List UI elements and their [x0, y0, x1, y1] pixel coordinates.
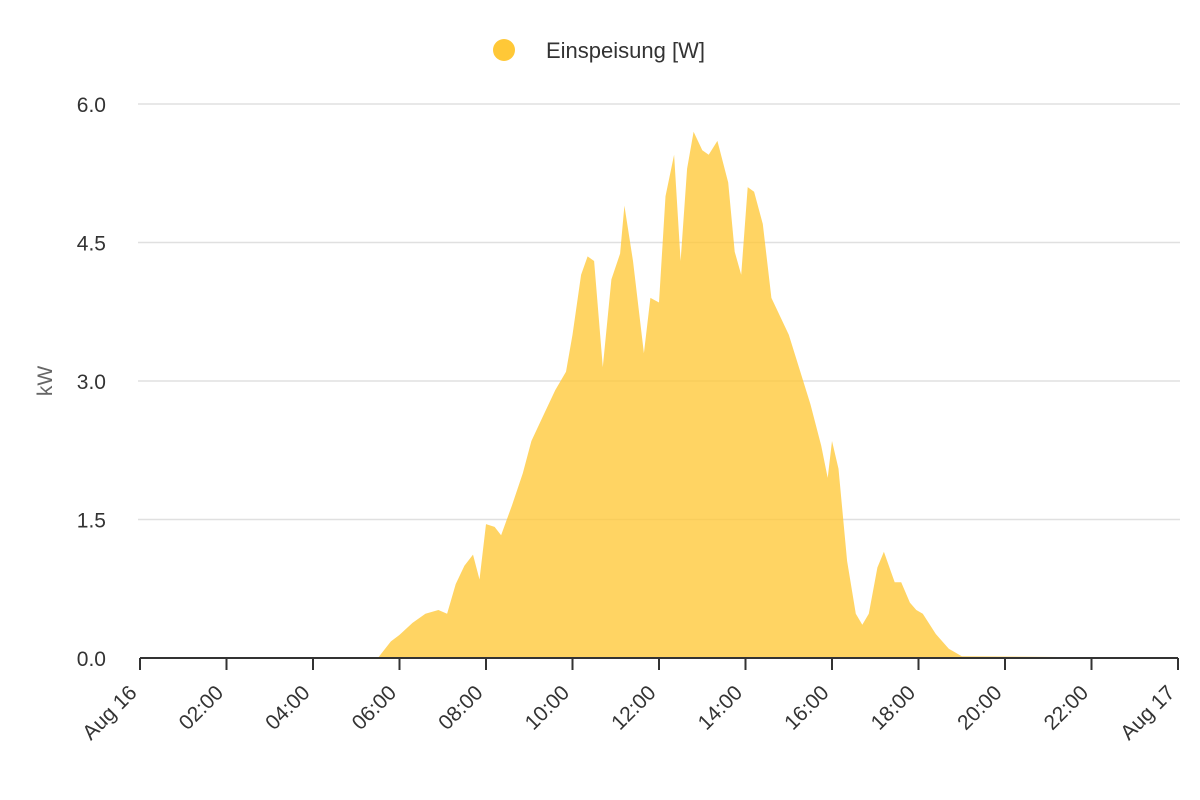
- x-tick-label: 18:00: [867, 681, 920, 734]
- x-tick-label: 04:00: [261, 681, 314, 734]
- x-axis: Aug 16 02:00 04:00 06:00 08:00 10:00 12:00 14:0…: [78, 657, 1180, 745]
- series-area-einspeisung[interactable]: [140, 131, 1178, 658]
- x-tick-label: 12:00: [607, 681, 660, 734]
- area-layer: [140, 131, 1178, 658]
- x-tick-label: 08:00: [434, 681, 487, 734]
- y-axis-title: kW: [34, 366, 57, 397]
- y-tick-label: 4.5: [77, 233, 106, 256]
- x-tick-label: 02:00: [175, 681, 228, 734]
- x-tick-label: Aug 17: [1116, 681, 1179, 744]
- x-tick-label: 20:00: [953, 681, 1006, 734]
- y-tick-label: 6.0: [77, 94, 106, 117]
- x-tick-label: 06:00: [348, 681, 401, 734]
- x-tick-label: 16:00: [780, 681, 833, 734]
- y-tick-label: 0.0: [77, 648, 106, 671]
- y-tick-label: 3.0: [77, 371, 106, 394]
- x-tick-label: 22:00: [1040, 681, 1093, 734]
- x-tick-label: 10:00: [521, 681, 574, 734]
- y-axis: 0.0 1.5 3.0 4.5 6.0: [77, 94, 106, 671]
- legend-swatch[interactable]: [493, 39, 515, 61]
- y-tick-label: 1.5: [77, 510, 106, 533]
- x-tick-label: 14:00: [694, 681, 747, 734]
- legend-label[interactable]: Einspeisung [W]: [546, 38, 705, 63]
- legend[interactable]: Einspeisung [W]: [493, 38, 705, 63]
- x-tick-label: Aug 16: [78, 681, 141, 744]
